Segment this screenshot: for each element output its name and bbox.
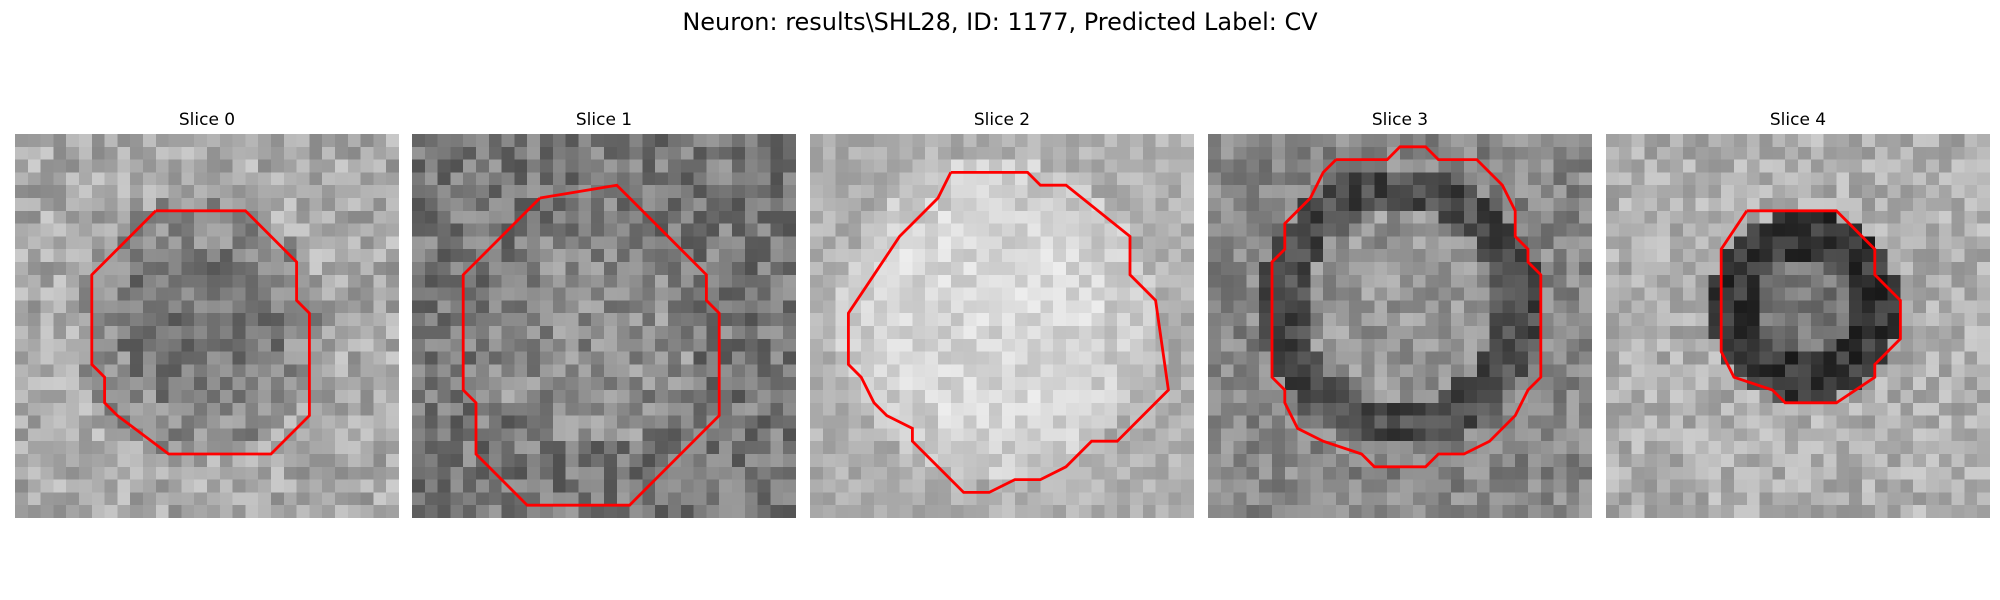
slice-image: [15, 134, 399, 518]
slice-image: [1606, 134, 1990, 518]
contour-outline: [461, 183, 721, 507]
figure-title: Neuron: results\SHL28, ID: 1177, Predict…: [682, 8, 1318, 36]
slice-title: Slice 1: [575, 110, 633, 130]
slice-title: Slice 2: [973, 110, 1031, 130]
slice-image: [810, 134, 1194, 518]
contour-outline: [1270, 145, 1543, 469]
grayscale-pixels: [412, 134, 796, 518]
contour-outline: [1719, 209, 1902, 405]
grayscale-pixels: [810, 134, 1194, 518]
slice-title: Slice 3: [1371, 110, 1429, 130]
grayscale-pixels: [15, 134, 399, 518]
grayscale-pixels: [1208, 134, 1592, 518]
contour-outline: [90, 209, 311, 456]
slice-title: Slice 4: [1769, 110, 1827, 130]
slice-title: Slice 0: [178, 110, 236, 130]
slice-image: [1208, 134, 1592, 518]
contour-outline: [846, 170, 1170, 494]
grayscale-pixels: [1606, 134, 1990, 518]
slice-image: [412, 134, 796, 518]
